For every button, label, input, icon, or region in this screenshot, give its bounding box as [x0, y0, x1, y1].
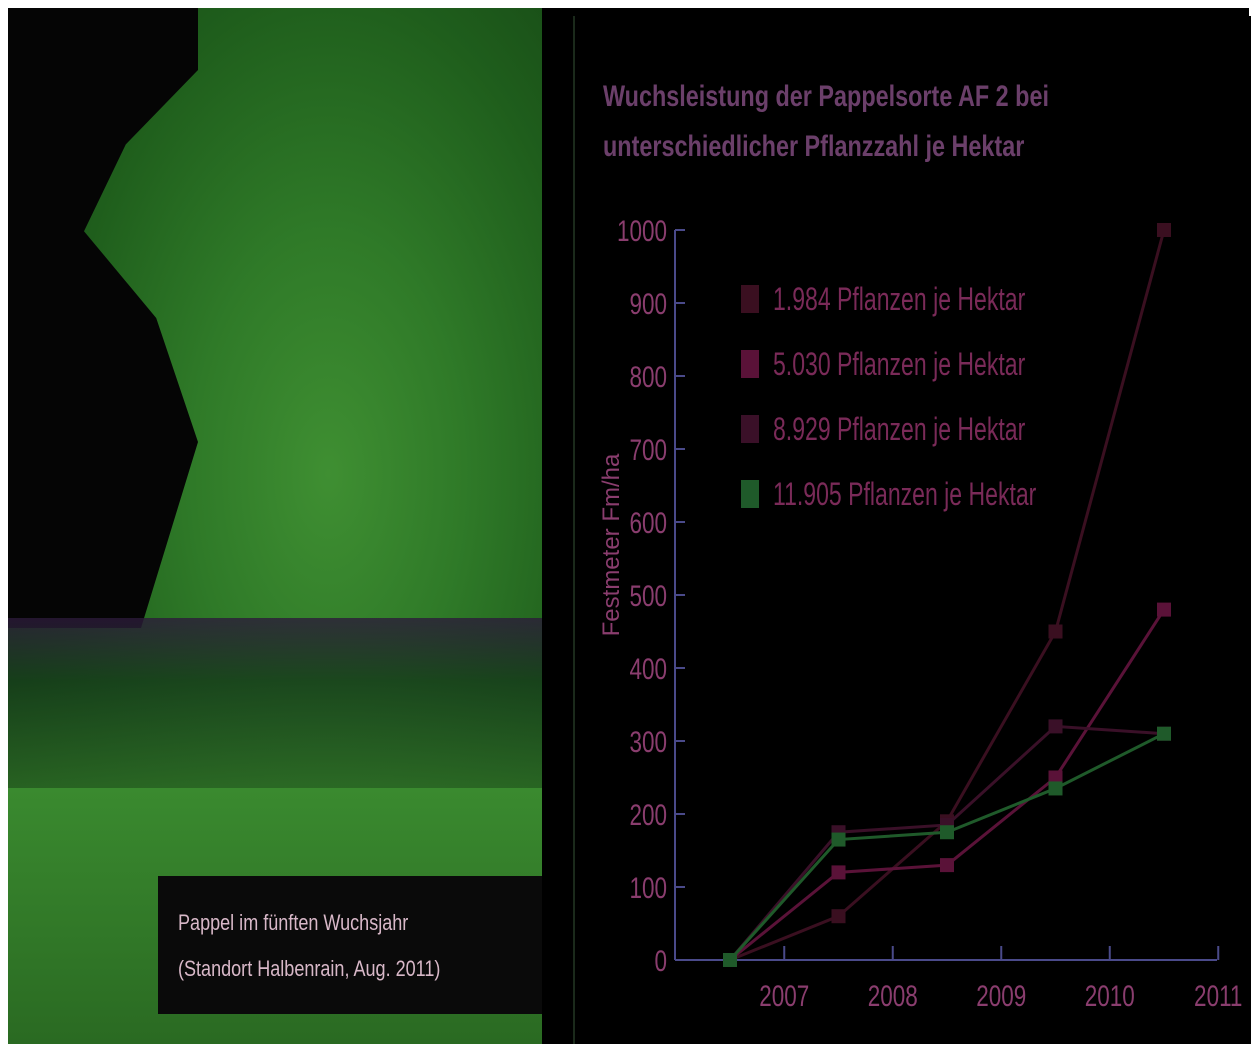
photo-sky	[8, 8, 198, 628]
series-4	[723, 726, 1171, 967]
data-point	[1048, 781, 1063, 796]
x-tick-label: 2008	[868, 979, 918, 1013]
legend-swatch	[741, 285, 759, 313]
data-point	[831, 832, 846, 847]
data-point	[1048, 624, 1063, 639]
y-tick-label: 1000	[617, 214, 667, 248]
y-tick-label: 400	[629, 652, 667, 686]
data-point	[940, 858, 954, 873]
chart-legend: 1.984 Pflanzen je Hektar 5.030 Pflanzen j…	[741, 281, 1036, 512]
y-axis-label: Festmeter Fm/ha	[598, 453, 625, 636]
y-tick-label: 500	[629, 579, 667, 613]
legend-label: 8.929 Pflanzen je Hektar	[773, 411, 1025, 447]
poplar-photo: Pappel im fünften Wuchsjahr (Standort Ha…	[8, 8, 542, 1044]
x-tick-label: 2009	[976, 979, 1026, 1013]
legend-label: 1.984 Pflanzen je Hektar	[773, 281, 1025, 317]
data-point	[831, 865, 846, 880]
chart-panel: Wuchsleistung der Pappelsorte AF 2 bei u…	[573, 16, 1251, 1044]
legend-swatch	[741, 480, 759, 508]
data-point	[1048, 719, 1063, 734]
series-lines	[723, 223, 1171, 967]
series-line	[729, 229, 1166, 962]
series-1	[723, 223, 1171, 967]
x-tick-label: 2007	[759, 979, 809, 1013]
series-line	[728, 732, 1165, 962]
data-point	[831, 909, 846, 924]
data-point	[1157, 602, 1171, 617]
legend-label: 5.030 Pflanzen je Hektar	[773, 346, 1025, 382]
y-tick-label: 900	[629, 287, 667, 321]
x-tick-label: 2010	[1085, 979, 1135, 1013]
photo-hedge	[8, 618, 542, 798]
photo-caption-line2: (Standort Halbenrain, Aug. 2011)	[178, 956, 441, 981]
y-axis-ticks: 0 100 200 300 400 500 600 700 800 900 1000	[617, 214, 685, 978]
data-point	[723, 953, 737, 967]
series-line	[729, 608, 1166, 962]
y-tick-label: 300	[629, 725, 667, 759]
data-point	[1157, 223, 1171, 237]
chart-title-line1: Wuchsleistung der Pappelsorte AF 2 bei	[603, 80, 1050, 113]
data-point	[1048, 770, 1063, 785]
data-point	[1157, 726, 1171, 741]
y-tick-label: 700	[629, 433, 667, 467]
photo-caption-line1: Pappel im fünften Wuchsjahr	[178, 910, 409, 935]
image-frame: Pappel im fünften Wuchsjahr (Standort Ha…	[8, 8, 1251, 1044]
legend-swatch	[741, 415, 759, 443]
y-tick-label: 800	[629, 360, 667, 394]
legend-label: 11.905 Pflanzen je Hektar	[773, 476, 1036, 512]
data-point	[940, 825, 954, 840]
legend-swatch	[741, 350, 759, 378]
series-line	[728, 724, 1165, 961]
chart-title-line2: unterschiedlicher Pflanzzahl je Hektar	[603, 130, 1025, 163]
series-3	[723, 719, 1171, 967]
y-tick-label: 100	[629, 871, 667, 905]
y-tick-label: 600	[629, 506, 667, 540]
x-axis-ticks: 2007 2008 2009 2010 2011	[759, 946, 1242, 1013]
photo-caption-box: Pappel im fünften Wuchsjahr (Standort Ha…	[158, 876, 542, 1014]
x-tick-label: 2011	[1194, 979, 1242, 1013]
y-tick-label: 0	[654, 944, 667, 978]
series-2	[723, 602, 1171, 967]
y-tick-label: 200	[629, 798, 667, 832]
